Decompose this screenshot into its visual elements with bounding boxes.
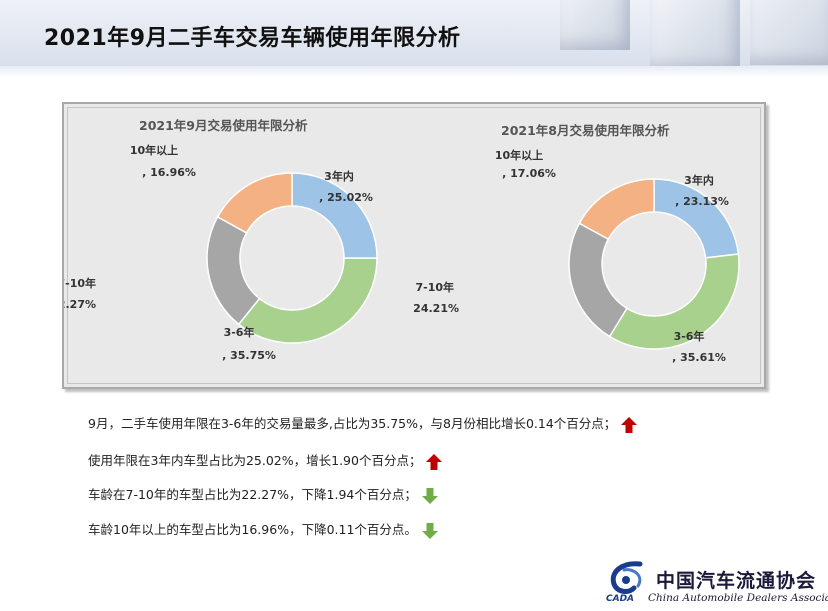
donut-slice [578,178,655,241]
slice-value-label: , 23.13% [675,195,729,208]
chart-panel: 2021年9月交易使用年限分析 3年内 , 25.02% 3-6年 , 35.75% 7-… [62,102,766,389]
logo-english-name: China Automobile Dealers Association [648,592,828,604]
donut-slice [568,222,628,338]
decor-cube [560,0,630,50]
cada-emblem-icon [610,561,643,594]
slice-category-label: 7-10年 [415,280,454,294]
slice-value-label: , 22.27% [64,298,96,311]
logo-chinese-name: 中国汽车流通协会 [656,570,817,592]
donut-slice [291,172,378,259]
chart-title: 2021年9月交易使用年限分析 [139,118,308,133]
slice-category-label: 3年内 [324,169,354,183]
logo-abbreviation: CADA [606,594,635,604]
slice-category-label: 3-6年 [224,325,255,339]
page-title: 2021年9月二手车交易车辆使用年限分析 [44,26,461,51]
up-arrow-icon [621,416,638,433]
slice-value-label: , 35.61% [672,351,726,364]
cada-logo: 中国汽车流通协会 China Automobile Dealers Associ… [602,556,828,611]
note-item: 使用年限在3年内车型占比为25.02%，增长1.90个百分点； [88,450,443,471]
slice-value-label: , 24.21% [414,302,459,315]
note-text: 车龄在7-10年的车型占比为22.27%，下降1.94个百分点； [88,487,417,502]
note-text: 车龄10年以上的车型占比为16.96%，下降0.11个百分点。 [88,522,417,537]
chart-title: 2021年8月交易使用年限分析 [501,123,670,138]
slice-category-label: 3-6年 [674,329,705,343]
donut-slice [608,253,740,350]
donut-slice [237,257,378,344]
decor-cube [750,0,828,65]
note-item: 车龄10年以上的车型占比为16.96%，下降0.11个百分点。 [88,519,439,540]
slice-category-label: 10年以上 [130,143,178,157]
down-arrow-icon [421,487,438,504]
slice-value-label: , 16.96% [142,166,196,179]
donut-slice [206,215,261,326]
slice-category-label: 7-10年 [64,276,96,290]
slice-category-label: 10年以上 [495,148,543,162]
header-divider [0,66,828,78]
note-item: 9月，二手车使用年限在3-6年的交易量最多,占比为35.75%，与8月份相比增长… [88,413,638,434]
note-text: 使用年限在3年内车型占比为25.02%，增长1.90个百分点； [88,453,422,468]
decor-cube [650,0,740,70]
slice-value-label: , 17.06% [502,167,556,180]
chart-panel-border [67,107,761,384]
slice-value-label: , 35.75% [222,349,276,362]
down-arrow-icon [421,522,438,539]
donut-slice [653,178,740,259]
donut-chart-september: 2021年9月交易使用年限分析 3年内 , 25.02% 3-6年 , 35.75% 7-… [64,118,378,362]
donut-slice [216,172,293,234]
note-text: 9月，二手车使用年限在3-6年的交易量最多,占比为35.75%，与8月份相比增长… [88,416,617,431]
slice-value-label: , 25.02% [319,191,373,204]
donut-chart-august: 2021年8月交易使用年限分析 3年内 , 23.13% 3-6年 , 35.61% 7-… [414,123,740,364]
slice-category-label: 3年内 [684,173,714,187]
up-arrow-icon [426,453,443,470]
note-item: 车龄在7-10年的车型占比为22.27%，下降1.94个百分点； [88,484,439,505]
header-banner: 2021年9月二手车交易车辆使用年限分析 [0,0,828,78]
